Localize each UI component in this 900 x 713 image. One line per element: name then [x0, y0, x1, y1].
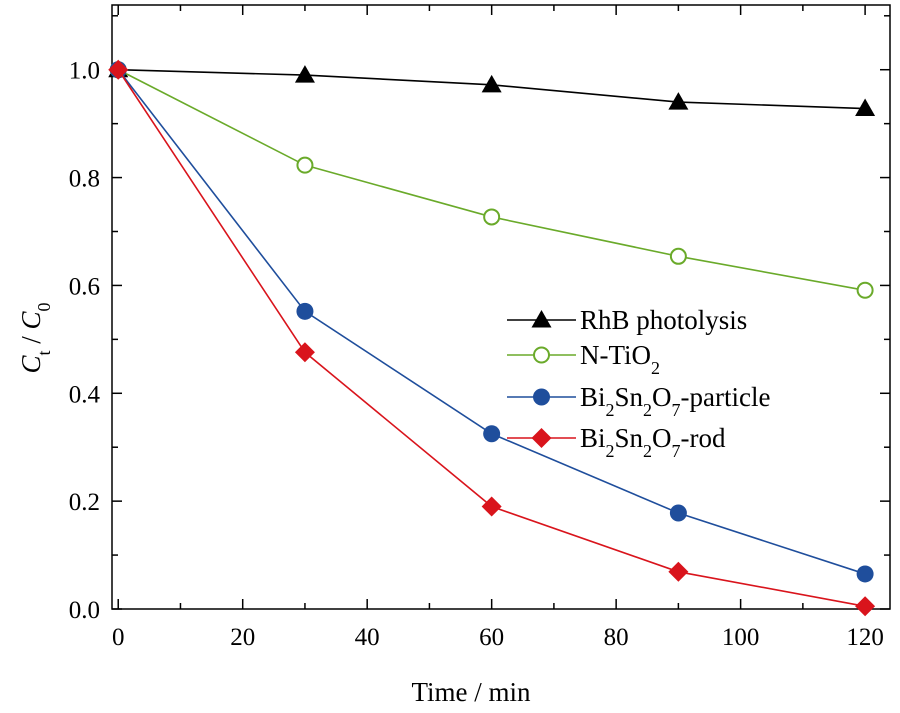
y-tick-label: 0.4: [69, 381, 101, 408]
y-tick-label: 1.0: [69, 58, 100, 85]
data-point: [481, 74, 502, 93]
series-layer: [108, 59, 876, 617]
series-3: [108, 59, 876, 617]
x-tick-label: 60: [479, 624, 504, 651]
data-point: [108, 59, 129, 80]
data-point: [481, 496, 502, 517]
data-point: [483, 425, 501, 443]
data-point: [668, 561, 689, 582]
series-1: [109, 61, 874, 299]
legend-label: Bi2Sn2O7-particle: [580, 382, 771, 420]
y-axis-title-c: C: [16, 355, 46, 374]
y-axis-title-sub-t: t: [34, 351, 54, 356]
data-point: [294, 342, 315, 363]
x-tick-label: 20: [230, 624, 255, 651]
data-point: [669, 504, 687, 522]
plot-area: 0 20 40 60 80 100 120 0.0 0.2 0.4 0.6 0.8 1.0: [69, 4, 891, 651]
series-0: [108, 59, 876, 117]
legend-marker: [533, 388, 550, 406]
y-tick-label: 0.0: [69, 597, 100, 624]
x-tick-label: 100: [722, 624, 760, 651]
y-tick-label: 0.2: [69, 489, 100, 516]
x-tick-label: 120: [846, 624, 884, 651]
data-point: [855, 98, 876, 117]
legend-marker: [531, 428, 552, 448]
data-point: [296, 302, 314, 320]
legend-label: Bi2Sn2O7-rod: [580, 423, 726, 461]
data-point: [856, 281, 874, 299]
series-2: [109, 61, 874, 583]
data-point: [483, 208, 501, 226]
x-axis-title: Time / min: [411, 677, 531, 707]
series-line: [117, 69, 866, 292]
data-point: [668, 92, 689, 110]
data-point: [669, 247, 687, 265]
y-axis-title: Ct / C0: [16, 302, 54, 373]
y-axis-title-slash: /: [16, 329, 46, 350]
y-axis-title-sub-0: 0: [34, 302, 54, 311]
series-line: [117, 69, 866, 608]
y-axis-title-c0: C: [16, 310, 46, 329]
legend-marker: [533, 346, 550, 364]
x-tick-label: 80: [604, 624, 629, 651]
y-tick-label: 0.6: [69, 273, 100, 300]
x-tick-label: 40: [355, 624, 380, 651]
legend-marker: [531, 310, 552, 328]
legend: RhB photolysis N-TiO2 Bi2Sn2O7-particleBi2…: [507, 305, 771, 461]
legend-label: RhB photolysis: [580, 305, 747, 335]
legend-label: N-TiO2: [580, 340, 660, 378]
data-point: [855, 596, 876, 617]
y-tick-label: 0.8: [69, 166, 100, 193]
data-point: [856, 565, 874, 583]
data-point: [294, 65, 315, 83]
plot-frame: [111, 4, 891, 610]
data-point: [296, 156, 314, 174]
x-tick-label: 0: [112, 624, 125, 651]
